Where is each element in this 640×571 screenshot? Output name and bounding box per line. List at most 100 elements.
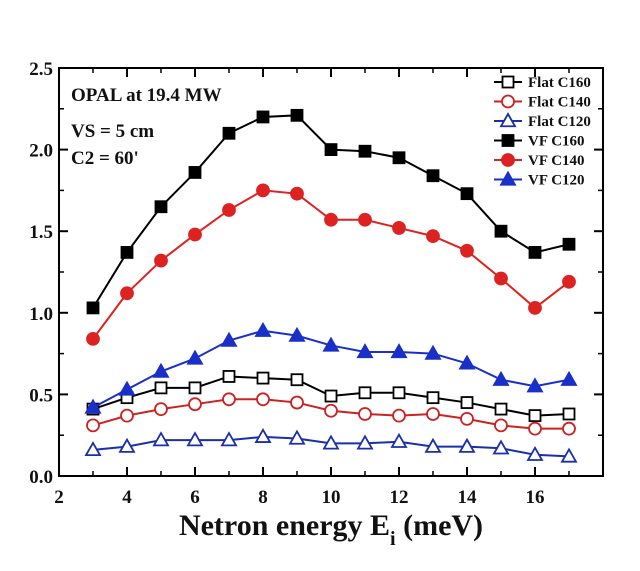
data-point	[256, 110, 270, 124]
data-point	[154, 402, 168, 416]
data-point	[562, 407, 576, 421]
x-tick-label: 10	[322, 487, 341, 508]
data-point	[254, 321, 272, 337]
data-point	[186, 349, 204, 365]
data-point	[392, 221, 406, 235]
legend-item: Flat C120	[494, 112, 591, 130]
data-point	[501, 94, 515, 109]
data-point	[290, 108, 304, 122]
data-point	[392, 151, 406, 165]
data-point	[290, 395, 304, 410]
data-point	[86, 332, 100, 346]
legend-label: Flat C140	[528, 95, 591, 111]
data-point	[288, 326, 306, 342]
data-point	[188, 381, 202, 395]
series-vf-c140	[86, 183, 576, 346]
data-point	[501, 134, 515, 147]
data-point	[324, 403, 338, 418]
data-point	[356, 343, 374, 359]
data-point	[188, 397, 202, 412]
y-tick-label: 1.0	[29, 304, 53, 325]
data-point	[358, 144, 372, 158]
legend-item: Flat C160	[494, 75, 591, 91]
data-point	[458, 354, 476, 370]
data-point	[152, 362, 170, 378]
x-axis-label-unit: (meV)	[396, 509, 483, 542]
data-point	[322, 336, 340, 352]
data-point	[426, 407, 440, 421]
series-vf-c120	[84, 321, 578, 414]
data-point	[528, 246, 542, 259]
data-point	[526, 445, 544, 461]
legend-item: Flat C140	[494, 95, 591, 111]
data-point	[392, 408, 406, 423]
data-point	[458, 437, 476, 453]
x-tick-label: 6	[190, 487, 200, 508]
data-point	[222, 126, 236, 140]
data-point	[358, 212, 372, 227]
data-point	[424, 344, 442, 360]
legend-item: VF C160	[494, 134, 585, 150]
data-point	[494, 271, 508, 286]
data-point	[358, 386, 372, 400]
data-point	[154, 253, 168, 268]
data-point	[426, 391, 440, 405]
data-point	[390, 343, 408, 359]
legend-label: VF C120	[528, 173, 585, 189]
data-point	[460, 411, 474, 426]
data-point	[494, 418, 508, 433]
data-point	[220, 331, 238, 347]
data-point	[254, 428, 272, 443]
legend-item: VF C140	[494, 153, 585, 169]
data-point	[324, 212, 338, 227]
data-point	[494, 224, 508, 238]
data-point	[528, 409, 542, 423]
data-point	[494, 402, 508, 416]
data-point	[324, 143, 338, 157]
data-point	[188, 166, 202, 179]
y-tick-label: 0.0	[29, 467, 53, 488]
data-point	[562, 274, 576, 289]
data-point	[84, 441, 102, 457]
data-point	[322, 434, 340, 450]
y-tick-label: 2.0	[29, 141, 53, 162]
legend-label: VF C160	[528, 134, 585, 150]
data-point	[560, 370, 578, 386]
data-point	[492, 439, 510, 455]
x-tick-label: 14	[458, 487, 478, 508]
y-tick-label: 2.5	[29, 59, 53, 80]
legend-label: VF C140	[528, 153, 585, 169]
data-point	[152, 431, 170, 447]
data-point	[120, 408, 134, 423]
data-point	[460, 396, 474, 409]
data-point	[424, 437, 442, 453]
data-point	[324, 389, 338, 403]
data-point	[288, 429, 306, 445]
legend-label: Flat C160	[528, 75, 591, 91]
y-tick-label: 0.5	[29, 385, 53, 406]
data-point	[84, 398, 102, 414]
annotation: OPAL at 19.4 MW	[71, 85, 222, 106]
data-point	[499, 170, 517, 186]
series-vf-c160	[86, 108, 576, 315]
data-point	[460, 243, 474, 258]
series-flat-c120	[84, 428, 578, 463]
data-point	[526, 377, 544, 393]
data-point	[460, 187, 474, 201]
data-point	[560, 447, 578, 463]
data-point	[356, 434, 374, 450]
legend-item: VF C120	[494, 170, 585, 189]
x-tick-label: 12	[390, 487, 409, 508]
data-point	[118, 437, 136, 453]
x-tick-label: 2	[54, 487, 64, 508]
data-point	[120, 286, 134, 301]
y-tick-label: 1.5	[29, 222, 53, 243]
data-point	[290, 373, 304, 387]
x-tick-label: 4	[122, 487, 132, 508]
data-point	[86, 301, 100, 315]
data-point	[154, 200, 168, 214]
data-point	[358, 407, 372, 421]
data-point	[186, 431, 204, 447]
data-point	[220, 431, 238, 447]
series-flat-c140	[86, 392, 576, 436]
